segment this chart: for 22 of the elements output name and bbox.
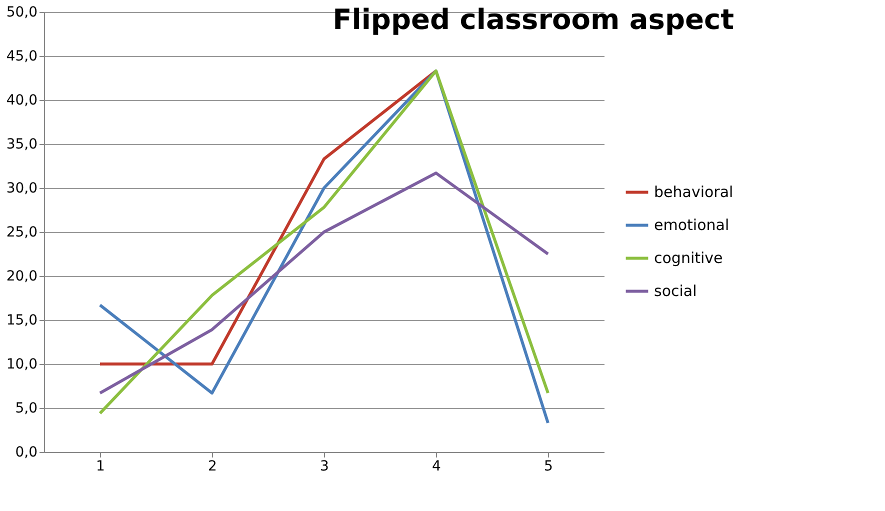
y-tick-label: 10,0: [6, 356, 38, 372]
y-tick-label: 20,0: [6, 268, 38, 284]
y-tick-label: 35,0: [6, 136, 38, 152]
y-tick-label: 25,0: [6, 224, 38, 240]
x-tick-label: 3: [320, 458, 329, 474]
y-tick-label: 5,0: [15, 400, 38, 416]
legend-label: emotional: [654, 216, 730, 234]
x-tick-label: 5: [544, 458, 553, 474]
legend-label: social: [654, 282, 697, 300]
x-tick-label: 2: [208, 458, 217, 474]
chart-title: Flipped classroom aspect: [332, 3, 734, 36]
x-tick-label: 4: [432, 458, 442, 474]
legend-label: cognitive: [654, 249, 723, 268]
y-tick-label: 45,0: [6, 48, 38, 64]
y-tick-label: 40,0: [6, 92, 38, 108]
y-tick-label: 30,0: [6, 180, 38, 196]
y-tick-label: 15,0: [6, 312, 38, 328]
line-series: [98, 172, 550, 395]
y-tick-label: 50,0: [6, 4, 38, 20]
y-tick-label: 0,0: [15, 444, 38, 460]
x-tick-label: 1: [96, 458, 105, 474]
legend-label: behavioral: [654, 183, 734, 202]
